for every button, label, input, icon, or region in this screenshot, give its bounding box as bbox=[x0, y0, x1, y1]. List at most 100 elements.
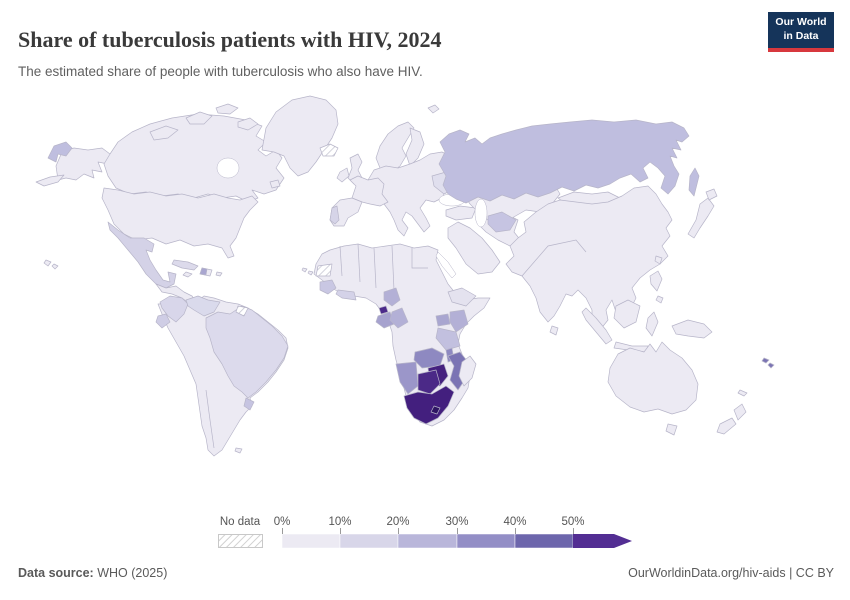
country-guinea[interactable] bbox=[319, 279, 337, 295]
legend-bin-40-50[interactable] bbox=[514, 534, 574, 548]
country-greenland[interactable] bbox=[261, 95, 339, 177]
newfoundland bbox=[269, 179, 281, 189]
page-title: Share of tuberculosis patients with HIV,… bbox=[18, 26, 442, 52]
legend-tick-10: 10% bbox=[328, 516, 352, 528]
legend-tickmark bbox=[515, 528, 516, 534]
puerto-rico bbox=[215, 271, 223, 277]
legend-tickmark bbox=[457, 528, 458, 534]
sakhalin bbox=[688, 167, 700, 197]
arctic-island bbox=[185, 111, 213, 125]
legend-color-bar[interactable] bbox=[282, 534, 634, 548]
legend-tick-40: 40% bbox=[503, 516, 527, 528]
country-cameroon[interactable] bbox=[383, 287, 401, 307]
border-india-china bbox=[521, 239, 587, 277]
country-philippines[interactable] bbox=[649, 270, 664, 304]
owid-logo-line2: in Data bbox=[783, 29, 819, 42]
arctic-island bbox=[215, 103, 239, 115]
hokkaido bbox=[705, 188, 718, 201]
legend-tick-0: 0% bbox=[273, 516, 291, 528]
world-map-svg bbox=[35, 95, 775, 457]
country-botswana[interactable] bbox=[417, 369, 441, 395]
country-fiji[interactable] bbox=[761, 357, 775, 369]
sumatra[interactable] bbox=[581, 307, 613, 345]
border-egypt-sudan bbox=[411, 248, 428, 269]
legend-tick-50: 50% bbox=[561, 516, 585, 528]
red-sea bbox=[435, 251, 457, 279]
country-iceland-no-data[interactable] bbox=[319, 143, 339, 157]
country-taiwan bbox=[654, 255, 663, 265]
country-ecuador[interactable] bbox=[155, 313, 171, 329]
owid-logo[interactable]: Our World in Data bbox=[768, 12, 834, 52]
country-finland[interactable] bbox=[405, 127, 425, 167]
country-madagascar[interactable] bbox=[458, 355, 477, 387]
hudson-bay bbox=[216, 157, 240, 179]
owid-logo-line1: Our World bbox=[775, 16, 827, 28]
country-ireland[interactable] bbox=[336, 167, 350, 183]
country-turkmenistan[interactable] bbox=[487, 211, 517, 233]
chart-footer: Data source: WHO (2025) OurWorldinData.o… bbox=[0, 566, 850, 580]
arabian-peninsula[interactable] bbox=[447, 221, 501, 275]
country-uganda[interactable] bbox=[435, 313, 451, 327]
data-source: Data source: WHO (2025) bbox=[18, 566, 167, 580]
country-gabon[interactable] bbox=[375, 311, 395, 329]
border-sahara-2 bbox=[357, 243, 361, 283]
legend-tickmark bbox=[573, 528, 574, 534]
attribution-link[interactable]: OurWorldinData.org/hiv-aids | CC BY bbox=[628, 566, 834, 580]
country-tanzania[interactable] bbox=[435, 327, 461, 351]
no-data-label: No data bbox=[219, 516, 261, 528]
canary-islands bbox=[301, 267, 314, 276]
country-ethiopia[interactable] bbox=[447, 287, 477, 307]
country-russia[interactable] bbox=[438, 119, 690, 204]
country-australia[interactable] bbox=[607, 341, 699, 415]
world-choropleth-map bbox=[0, 88, 850, 480]
borneo[interactable] bbox=[613, 299, 641, 329]
country-kenya[interactable] bbox=[449, 309, 469, 333]
french-guiana-no-data[interactable] bbox=[235, 305, 249, 317]
country-papua-new-guinea[interactable] bbox=[671, 319, 713, 339]
western-sahara-no-data[interactable] bbox=[315, 263, 333, 277]
data-source-value: WHO (2025) bbox=[93, 566, 168, 580]
country-usa[interactable] bbox=[101, 187, 259, 259]
country-congo[interactable] bbox=[389, 307, 409, 329]
tasmania bbox=[665, 423, 678, 436]
border-sahara-3 bbox=[373, 247, 377, 289]
map-legend: No data 0% 10% 20% 30% 40% 50% bbox=[0, 514, 850, 554]
legend-tickmark bbox=[340, 528, 341, 534]
legend-bin-20-30[interactable] bbox=[397, 534, 458, 548]
legend-bin-0-10[interactable] bbox=[282, 534, 341, 548]
country-canada[interactable] bbox=[103, 113, 285, 203]
country-equatorial-guinea[interactable] bbox=[378, 305, 389, 315]
country-haiti[interactable] bbox=[199, 267, 208, 276]
no-data-swatch[interactable] bbox=[218, 534, 263, 548]
europe-mainland[interactable] bbox=[367, 151, 463, 237]
country-portugal[interactable] bbox=[329, 205, 340, 225]
country-namibia[interactable] bbox=[395, 361, 419, 395]
africa[interactable] bbox=[313, 243, 491, 427]
country-cuba[interactable] bbox=[171, 259, 199, 271]
country-lesotho[interactable] bbox=[430, 405, 441, 415]
country-russia-chukotka[interactable] bbox=[47, 141, 73, 163]
jamaica bbox=[182, 271, 193, 278]
falkland-islands bbox=[234, 447, 243, 454]
country-turkey[interactable] bbox=[445, 205, 477, 221]
country-sri-lanka bbox=[549, 325, 559, 336]
arctic-island bbox=[237, 117, 259, 131]
svalbard bbox=[427, 104, 440, 114]
country-uruguay[interactable] bbox=[243, 397, 255, 411]
country-colombia[interactable] bbox=[159, 295, 189, 323]
country-mexico[interactable] bbox=[107, 221, 177, 289]
country-japan[interactable] bbox=[687, 197, 715, 239]
sulawesi[interactable] bbox=[645, 311, 659, 337]
country-south-africa[interactable] bbox=[403, 385, 455, 425]
legend-bin-10-20[interactable] bbox=[339, 534, 399, 548]
legend-tickmark bbox=[282, 528, 283, 534]
legend-tick-30: 30% bbox=[445, 516, 469, 528]
country-ghana-cote-divoire[interactable] bbox=[335, 289, 357, 301]
legend-tick-20: 20% bbox=[386, 516, 410, 528]
country-venezuela[interactable] bbox=[185, 295, 221, 317]
legend-bin-30-40[interactable] bbox=[456, 534, 516, 548]
legend-bin-50-plus[interactable] bbox=[573, 534, 632, 548]
country-new-zealand[interactable] bbox=[716, 403, 747, 435]
country-france[interactable] bbox=[349, 175, 389, 207]
